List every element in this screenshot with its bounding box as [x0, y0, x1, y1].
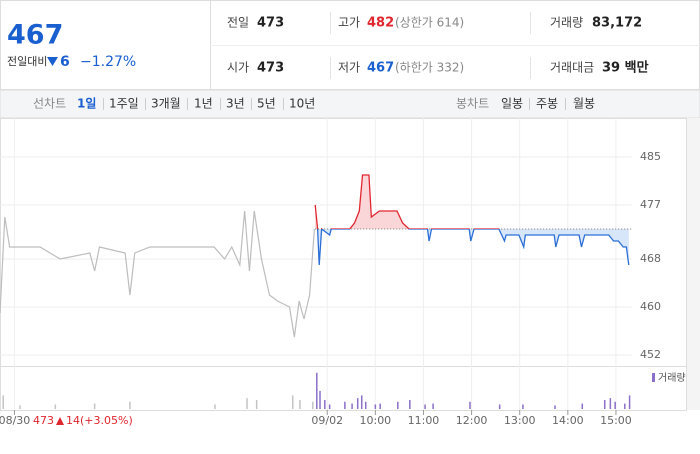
y-tick-label: 477	[640, 198, 661, 211]
change-label: 전일대비	[7, 54, 47, 68]
volume-bar	[344, 401, 346, 409]
info-value: 473	[257, 61, 284, 76]
tab-group-label: 봉차트	[456, 97, 489, 111]
volume-bar	[432, 403, 434, 409]
volume-bar	[316, 372, 318, 409]
volume-bar	[360, 395, 363, 409]
change: 6	[60, 54, 70, 70]
info-value: 83,172	[592, 16, 642, 31]
chart-frame	[0, 118, 687, 411]
x-tick-label: 15:00	[600, 414, 632, 427]
volume-bar	[129, 401, 131, 409]
info-value: 482	[367, 16, 394, 31]
y-tick-label: 460	[640, 300, 661, 313]
up-arrow	[56, 417, 64, 425]
tab[interactable]: 1년	[194, 97, 213, 111]
info-value: 473	[257, 16, 284, 31]
tab[interactable]: 10년	[289, 97, 315, 111]
tab[interactable]: 월봉	[573, 97, 595, 111]
prev-day-line	[0, 210, 315, 338]
line-down	[316, 229, 630, 266]
current-price: 467	[7, 20, 63, 51]
area-up	[315, 175, 629, 229]
tab-bar	[0, 89, 700, 119]
volume-bar	[351, 403, 353, 409]
info-label: 거래대금	[550, 61, 594, 75]
info-limit: (하한가 332)	[395, 61, 464, 75]
info-label: 고가	[338, 16, 360, 30]
tab[interactable]: 1일	[77, 97, 96, 111]
volume-bar	[554, 405, 556, 409]
x-tick-label: 08/30	[0, 414, 30, 427]
y-tick-label: 468	[640, 252, 661, 265]
x-tick-label: 10:00	[359, 414, 391, 427]
tab[interactable]: 3년	[226, 97, 245, 111]
volume-bar	[255, 399, 258, 409]
volume-bar	[291, 395, 294, 409]
y-tick-label: 452	[640, 348, 661, 361]
volume-bar	[356, 398, 359, 409]
volume-bar	[214, 404, 216, 409]
volume-bar	[19, 405, 21, 409]
change-pct: −1.27%	[80, 54, 136, 70]
side-strip	[687, 118, 700, 410]
info-label: 전일	[227, 16, 249, 30]
volume-legend: 거래량	[658, 372, 686, 384]
volume-bar	[603, 399, 606, 409]
volume-bar	[319, 390, 321, 409]
volume-bar	[614, 401, 616, 409]
volume-bar	[628, 395, 631, 409]
tab-group-label: 선차트	[33, 97, 66, 111]
info-label: 저가	[338, 61, 360, 75]
info-limit: (상한가 614)	[395, 16, 464, 30]
volume-bar	[299, 399, 301, 409]
x-tick-label: 14:00	[552, 414, 584, 427]
volume-bar	[609, 398, 612, 409]
down-arrow	[47, 57, 58, 66]
volume-bar	[2, 395, 4, 409]
line-up	[314, 174, 500, 229]
prev-close: 473	[33, 414, 54, 427]
info-label: 시가	[227, 61, 249, 75]
volume-bar	[424, 404, 426, 409]
volume-bar	[328, 404, 331, 409]
info-value: 467	[367, 61, 394, 76]
volume-bar	[409, 399, 411, 409]
info-label: 거래량	[550, 16, 583, 30]
tab[interactable]: 주봉	[536, 97, 558, 111]
volume-bar	[581, 403, 584, 409]
volume-bar	[54, 404, 57, 409]
volume-legend-swatch	[652, 373, 655, 382]
volume-bar	[246, 398, 248, 409]
y-tick-label: 485	[640, 150, 661, 163]
tab[interactable]: 1주일	[109, 97, 139, 111]
x-tick-label: 11:00	[408, 414, 440, 427]
x-tick-label: 13:00	[504, 414, 536, 427]
volume-bar	[469, 401, 471, 409]
volume-bar	[397, 401, 399, 409]
volume-bar	[324, 399, 326, 409]
info-value: 39 백만	[602, 60, 649, 76]
volume-bar	[374, 404, 377, 409]
volume-bar	[93, 403, 96, 409]
tab[interactable]: 5년	[257, 97, 276, 111]
x-tick-label: 09/02	[311, 414, 343, 427]
volume-bar	[364, 401, 367, 409]
prev-change: 14	[66, 414, 80, 427]
tab[interactable]: 3개월	[151, 97, 181, 111]
x-tick-label: 12:00	[456, 414, 488, 427]
prev-change-pct: (+3.05%)	[80, 414, 133, 427]
volume-bar	[312, 401, 314, 409]
tab-separators	[103, 98, 566, 110]
volume-bar	[522, 404, 524, 409]
volume-bar	[498, 404, 501, 409]
volume-bar	[379, 403, 381, 409]
tab[interactable]: 일봉	[501, 97, 523, 111]
volume-bar	[624, 403, 626, 409]
